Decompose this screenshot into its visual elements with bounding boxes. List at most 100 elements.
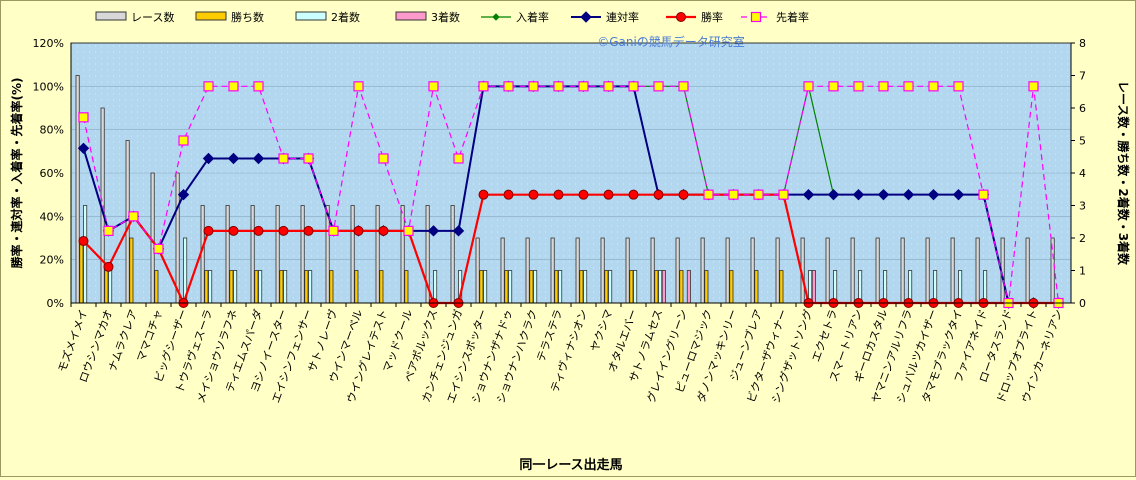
point-3	[103, 225, 114, 236]
bar-0	[450, 205, 455, 304]
point-1	[77, 142, 90, 155]
point-2	[603, 189, 614, 200]
bar-3	[811, 270, 816, 304]
point-2	[553, 189, 564, 200]
bar-0	[400, 205, 405, 304]
legend-item: 勝ち数	[195, 10, 264, 24]
point-1	[202, 152, 215, 165]
point-3	[328, 225, 339, 236]
bar-0	[600, 237, 605, 304]
legend-item: レース数	[95, 11, 174, 24]
legend-label: 勝ち数	[231, 10, 264, 24]
point-1	[427, 225, 440, 237]
bar-0	[1025, 237, 1030, 304]
point-2	[503, 189, 514, 200]
bar-1	[404, 270, 409, 304]
bar-1	[254, 270, 259, 304]
point-3	[978, 189, 989, 200]
bar-2	[608, 270, 613, 304]
bar-1	[479, 270, 484, 304]
bar-0	[950, 237, 955, 304]
bar-0	[750, 237, 755, 304]
bar-0	[300, 205, 305, 304]
bar-2	[308, 270, 313, 304]
bar-0	[725, 237, 730, 304]
bar-0	[575, 237, 580, 304]
bar-2	[583, 270, 588, 304]
point-2	[628, 189, 639, 200]
point-3	[453, 153, 464, 164]
bar-2	[483, 270, 488, 304]
x-tick-label: ヤクシマ	[588, 308, 615, 354]
point-2	[78, 236, 89, 247]
point-3	[778, 189, 789, 200]
point-3	[828, 81, 839, 92]
bar-0	[375, 205, 380, 304]
bar-1	[304, 270, 309, 304]
bar-2	[558, 270, 563, 304]
point-2	[653, 189, 664, 200]
point-3	[628, 81, 639, 92]
point-3	[78, 112, 89, 123]
bar-1	[279, 270, 284, 304]
point-2	[278, 225, 289, 236]
bar-1	[579, 270, 584, 304]
point-2	[228, 225, 239, 236]
legend-item: 入着率	[481, 10, 549, 24]
bar-1	[229, 270, 234, 304]
bar-0	[275, 205, 280, 304]
y-tick-left: 0%	[47, 297, 64, 310]
point-3	[928, 81, 939, 92]
watermark: ©Ganiの競馬データ研究室	[597, 34, 745, 49]
bar-0	[775, 237, 780, 304]
point-3	[178, 135, 189, 146]
point-3	[578, 81, 589, 92]
point-1	[177, 188, 190, 201]
y-tick-left: 60%	[40, 167, 64, 180]
bar-1	[754, 270, 759, 304]
point-2	[378, 225, 389, 236]
point-3	[553, 81, 564, 92]
point-1	[827, 188, 840, 201]
bar-1	[204, 270, 209, 304]
legend-item: 連対率	[571, 10, 639, 24]
bar-2	[108, 270, 113, 304]
point-3	[703, 189, 714, 200]
point-3	[278, 153, 289, 164]
point-2	[253, 225, 264, 236]
point-3	[603, 81, 614, 92]
bar-1	[604, 270, 609, 304]
y-tick-left: 80%	[40, 124, 64, 137]
legend-item: 勝率	[666, 10, 723, 24]
point-3	[203, 81, 214, 92]
y-tick-right: 2	[1079, 232, 1086, 245]
point-3	[728, 189, 739, 200]
bar-1	[704, 270, 709, 304]
y-tick-right: 4	[1079, 167, 1086, 180]
point-2	[528, 189, 539, 200]
point-3	[803, 81, 814, 92]
legend-label: 連対率	[606, 10, 639, 24]
bar-1	[79, 237, 84, 304]
point-3	[353, 81, 364, 92]
bar-1	[554, 270, 559, 304]
bar-0	[650, 237, 655, 304]
legend-item: 2着数	[295, 10, 360, 24]
bar-1	[329, 270, 334, 304]
bar-2	[658, 270, 663, 304]
legend-label: 2着数	[331, 10, 360, 24]
legend-label: 3着数	[431, 10, 460, 24]
point-3	[153, 243, 164, 254]
y-tick-right: 0	[1079, 297, 1086, 310]
bar-0	[550, 237, 555, 304]
bar-0	[75, 75, 80, 304]
point-3	[303, 153, 314, 164]
bar-1	[529, 270, 534, 304]
y-tick-left: 100%	[33, 80, 64, 93]
bar-2	[283, 270, 288, 304]
bar-2	[533, 270, 538, 304]
point-3	[253, 81, 264, 92]
bar-0	[475, 237, 480, 304]
